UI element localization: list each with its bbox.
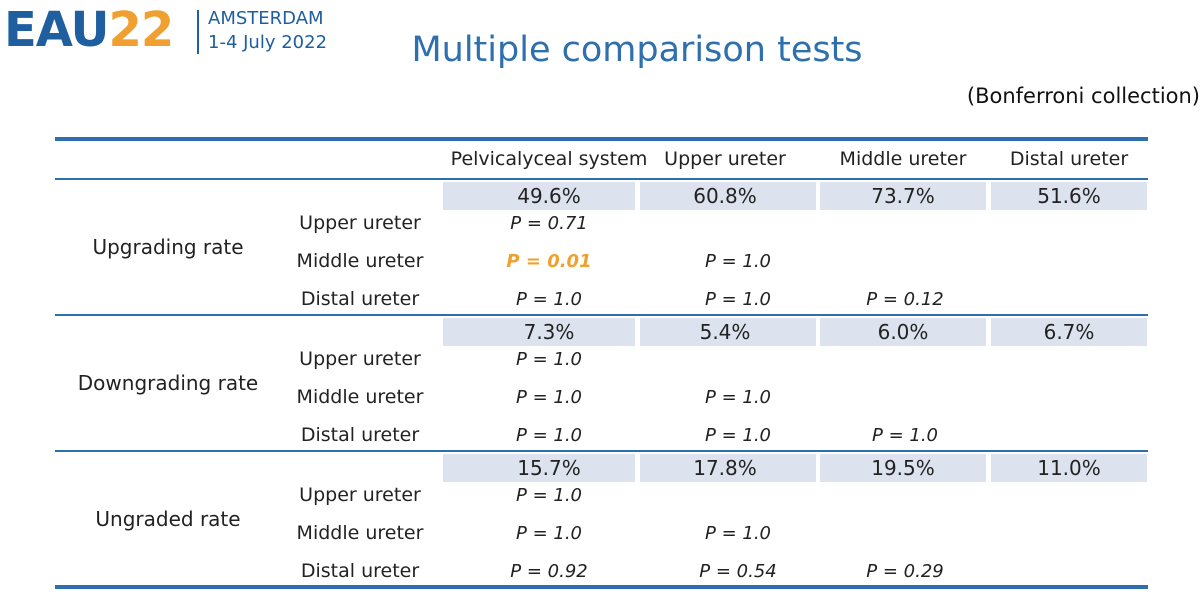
p-value: P = 0.54 bbox=[699, 561, 777, 582]
rate-value: 11.0% bbox=[1037, 456, 1101, 480]
rule bbox=[55, 450, 1148, 452]
rule bbox=[55, 137, 1148, 141]
title: Multiple comparison tests bbox=[411, 30, 863, 70]
p-value: P = 1.0 bbox=[704, 289, 772, 310]
row-label: Middle ureter bbox=[296, 250, 424, 272]
p-value: P = 1.0 bbox=[704, 523, 772, 544]
row-label: Middle ureter bbox=[296, 386, 424, 408]
logo: EAU22 bbox=[4, 2, 174, 58]
rate-value: 5.4% bbox=[699, 320, 751, 344]
logo-divider bbox=[197, 10, 199, 54]
rate-cell-bg bbox=[443, 454, 635, 482]
rule bbox=[55, 314, 1148, 316]
p-value: P = 1.0 bbox=[704, 251, 772, 272]
rate-cell-bg bbox=[640, 454, 816, 482]
rate-value: 6.0% bbox=[877, 320, 929, 344]
p-value: P = 0.12 bbox=[866, 289, 944, 310]
p-value: P = 0.29 bbox=[866, 561, 944, 582]
rate-cell-bg bbox=[991, 318, 1147, 346]
rate-value: 49.6% bbox=[517, 184, 581, 208]
column-header: Middle ureter bbox=[839, 148, 967, 170]
subtitle: (Bonferroni collection) bbox=[966, 84, 1200, 108]
p-value: P = 1.0 bbox=[704, 425, 772, 446]
p-value: P = 0.01 bbox=[506, 251, 592, 272]
group-name: Ungraded rate bbox=[95, 507, 241, 531]
row-label: Upper ureter bbox=[299, 484, 421, 506]
rate-value: 17.8% bbox=[693, 456, 757, 480]
column-header: Pelvicalyceal system bbox=[450, 148, 648, 170]
p-value: P = 1.0 bbox=[515, 425, 583, 446]
logo-year: 22 bbox=[108, 2, 174, 58]
group-name: Downgrading rate bbox=[77, 371, 259, 395]
rate-value: 6.7% bbox=[1043, 320, 1095, 344]
p-value: P = 1.0 bbox=[704, 387, 772, 408]
rule bbox=[55, 585, 1148, 589]
row-label: Distal ureter bbox=[300, 560, 420, 582]
p-value: P = 1.0 bbox=[871, 425, 939, 446]
p-value: P = 1.0 bbox=[515, 485, 583, 506]
group-name: Upgrading rate bbox=[92, 235, 244, 259]
p-value: P = 0.92 bbox=[510, 561, 588, 582]
rate-cell-bg bbox=[443, 182, 635, 210]
p-value: P = 1.0 bbox=[515, 289, 583, 310]
rate-cell-bg bbox=[991, 454, 1147, 482]
rate-value: 19.5% bbox=[871, 456, 935, 480]
p-value: P = 0.71 bbox=[510, 213, 588, 234]
row-label: Upper ureter bbox=[299, 348, 421, 370]
rate-cell-bg bbox=[820, 454, 986, 482]
column-header: Upper ureter bbox=[664, 148, 786, 170]
logo-dates: 1-4 July 2022 bbox=[208, 32, 328, 53]
rate-value: 51.6% bbox=[1037, 184, 1101, 208]
p-value: P = 1.0 bbox=[515, 349, 583, 370]
column-header: Distal ureter bbox=[1009, 148, 1129, 170]
rule bbox=[55, 178, 1148, 180]
rate-cell-bg bbox=[443, 318, 635, 346]
rate-cell-bg bbox=[820, 318, 986, 346]
rate-value: 60.8% bbox=[693, 184, 757, 208]
row-label: Distal ureter bbox=[300, 288, 420, 310]
rate-value: 15.7% bbox=[517, 456, 581, 480]
row-label: Distal ureter bbox=[300, 424, 420, 446]
rate-value: 7.3% bbox=[523, 320, 575, 344]
rate-cell-bg bbox=[640, 318, 816, 346]
rate-value: 73.7% bbox=[871, 184, 935, 208]
logo-city: AMSTERDAM bbox=[208, 8, 324, 29]
rate-cell-bg bbox=[640, 182, 816, 210]
row-label: Upper ureter bbox=[299, 212, 421, 234]
logo-eau: EAU bbox=[4, 2, 109, 58]
row-label: Middle ureter bbox=[296, 522, 424, 544]
p-value: P = 1.0 bbox=[515, 523, 583, 544]
p-value: P = 1.0 bbox=[515, 387, 583, 408]
rate-cell-bg bbox=[991, 182, 1147, 210]
rate-cell-bg bbox=[820, 182, 986, 210]
